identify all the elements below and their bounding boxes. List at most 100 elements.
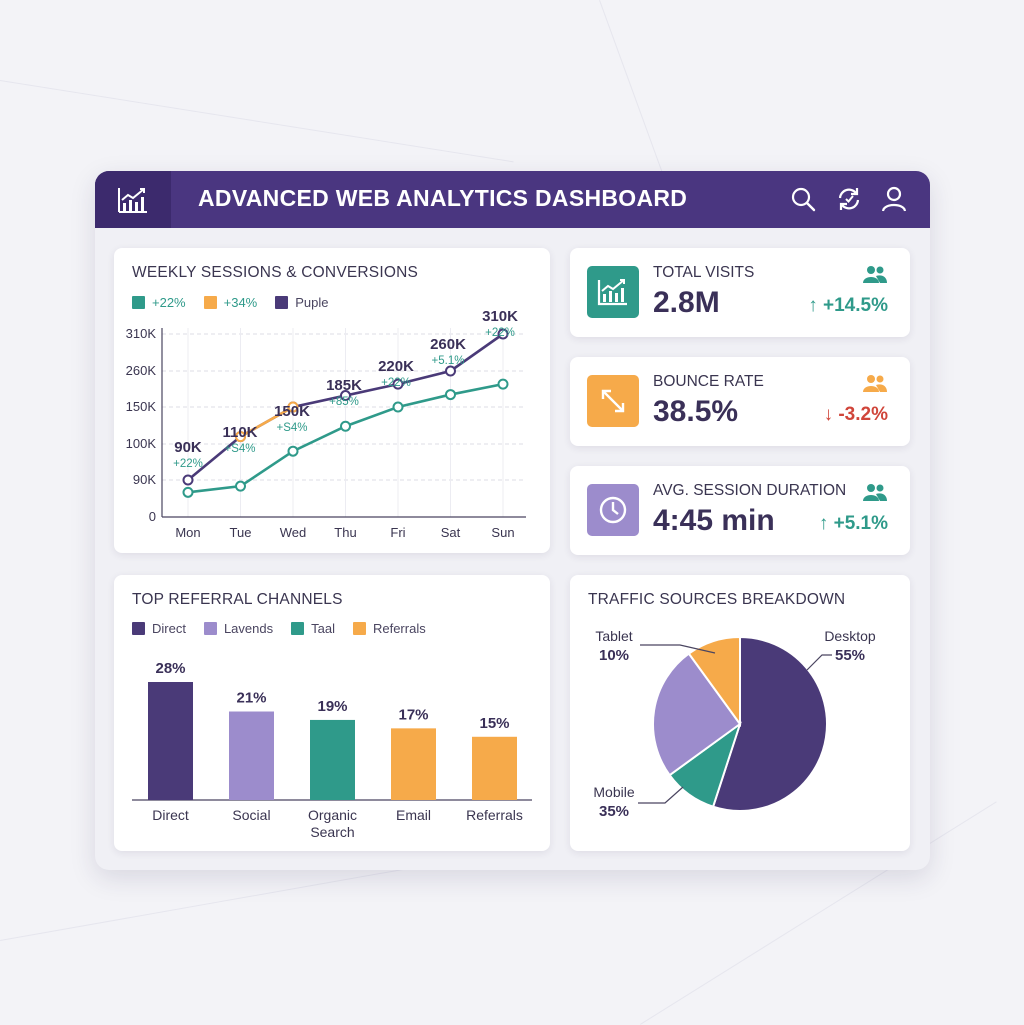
search-icon[interactable] xyxy=(789,185,817,213)
page-title: ADVANCED WEB ANALYTICS DASHBOARD xyxy=(198,185,688,211)
point-value-label: 150K xyxy=(274,403,310,420)
slice-value-label: 55% xyxy=(835,647,865,664)
x-tick-label: Sat xyxy=(441,525,461,540)
referral-legend: Direct Lavends Taal Referrals xyxy=(132,621,444,636)
point-change-label: +22% xyxy=(485,327,515,339)
arrow-up-icon: ↑ xyxy=(818,513,829,534)
refresh-icon[interactable] xyxy=(835,185,863,213)
point-value-label: 110K xyxy=(222,424,257,441)
arrow-down-icon: ↓ xyxy=(823,404,834,425)
user-icon[interactable] xyxy=(880,185,908,213)
kpi-delta: ↑ +14.5% xyxy=(808,295,888,317)
card-title: TRAFFIC SOURCES BREAKDOWN xyxy=(588,591,846,608)
bar xyxy=(229,711,274,800)
bar xyxy=(310,719,355,800)
kpi-value: 4:45 min xyxy=(653,504,775,537)
point-change-label: +S4% xyxy=(224,443,255,455)
data-point xyxy=(392,378,404,390)
kpi-delta: ↑ +5.1% xyxy=(819,513,888,535)
data-point xyxy=(445,365,456,377)
legend-swatch xyxy=(203,622,217,635)
bar-value-label: 21% xyxy=(236,690,266,707)
legend-label: Referrals xyxy=(372,621,426,636)
legend-item: +34% xyxy=(203,295,257,310)
kpi-delta-value: +5.1% xyxy=(833,513,888,534)
point-value-label: 185K xyxy=(326,377,362,394)
card-title: TOP REFERRAL CHANNELS xyxy=(132,591,343,608)
point-value-label: 90K xyxy=(174,439,202,456)
legend-item: Puple xyxy=(275,295,329,310)
legend-item: Taal xyxy=(291,621,335,636)
bar xyxy=(472,736,517,800)
leader-line xyxy=(638,786,684,804)
x-tick-label: Fri xyxy=(390,525,405,540)
traffic-pie-chart: Desktop 55% Tablet 10% Mobile 35% xyxy=(593,628,876,820)
kpi-icon-box xyxy=(587,484,639,536)
slice-label: Mobile xyxy=(593,784,634,800)
y-tick-label: 0 xyxy=(149,509,156,524)
point-value-label: 220K xyxy=(378,358,414,375)
x-tick-label: Wed xyxy=(280,525,307,540)
slice-value-label: 35% xyxy=(599,803,629,820)
bar-value-label: 28% xyxy=(155,660,185,677)
users-icon xyxy=(863,266,887,283)
clock-icon xyxy=(599,496,627,524)
point-value-label: 310K xyxy=(482,308,518,325)
kpi-icon-box xyxy=(587,266,639,318)
legend-label: Lavends xyxy=(223,621,274,636)
users-icon xyxy=(863,484,887,501)
data-point xyxy=(340,420,351,432)
legend-swatch xyxy=(132,296,145,309)
legend-swatch xyxy=(291,622,305,635)
bar-category-label: Direct xyxy=(152,807,189,823)
weekly-legend: +22% +34% Puple xyxy=(132,295,347,310)
point-change-label: +S4% xyxy=(276,422,307,434)
point-change-label: +5.1% xyxy=(432,355,465,367)
expand-arrows-icon xyxy=(601,389,625,413)
bar-category-label: Email xyxy=(396,807,431,823)
kpi-card-bounce-rate: BOUNCE RATE 38.5% ↓ -3.2% xyxy=(570,357,910,446)
data-point xyxy=(182,474,194,486)
bar-category-label: Social xyxy=(232,807,270,823)
data-point xyxy=(287,445,299,457)
slice-value-label: 10% xyxy=(599,647,629,664)
pie-slice xyxy=(687,635,741,728)
data-point xyxy=(445,389,456,401)
point-value-label: 260K xyxy=(430,336,466,353)
y-tick-label: 150K xyxy=(126,399,157,414)
bar xyxy=(148,682,193,800)
legend-label: Taal xyxy=(311,621,335,636)
bar-value-label: 15% xyxy=(479,715,509,732)
pie-slice xyxy=(652,652,742,777)
background-line xyxy=(0,80,514,163)
line-chart-icon xyxy=(597,279,627,306)
weekly-sessions-card: WEEKLY SESSIONS & CONVERSIONS +22% +34% … xyxy=(114,248,550,553)
leader-line xyxy=(806,654,832,671)
sessions-line-chart: 0 90K 100K 150K 260K 310K Mon Tue Wed Thu Fri Sat Su… xyxy=(126,308,526,540)
background-line xyxy=(0,860,454,941)
x-tick-label: Mon xyxy=(175,525,200,540)
arrow-up-icon: ↑ xyxy=(808,295,818,316)
bar-value-label: 17% xyxy=(398,706,428,723)
header-bar: ADVANCED WEB ANALYTICS DASHBOARD xyxy=(95,171,930,228)
y-tick-label: 310K xyxy=(126,326,157,341)
legend-swatch xyxy=(352,622,366,635)
users-icon xyxy=(863,375,887,392)
logo xyxy=(95,171,171,228)
bar-chart-trend-icon xyxy=(118,187,147,213)
kpi-delta-value: -3.2% xyxy=(838,404,888,425)
kpi-label: BOUNCE RATE xyxy=(653,373,764,390)
slice-label: Tablet xyxy=(595,628,632,644)
data-point xyxy=(497,378,509,390)
legend-label: Direct xyxy=(152,621,186,636)
data-point xyxy=(392,401,404,413)
x-tick-label: Thu xyxy=(334,525,356,540)
kpi-card-total-visits: TOTAL VISITS 2.8M ↑ +14.5% xyxy=(570,248,910,337)
kpi-icon-box xyxy=(587,375,639,427)
data-point xyxy=(182,486,194,498)
legend-item: Referrals xyxy=(352,621,426,636)
kpi-delta: ↓ -3.2% xyxy=(824,404,888,426)
y-tick-label: 90K xyxy=(133,472,156,487)
pie-slice xyxy=(711,635,828,812)
